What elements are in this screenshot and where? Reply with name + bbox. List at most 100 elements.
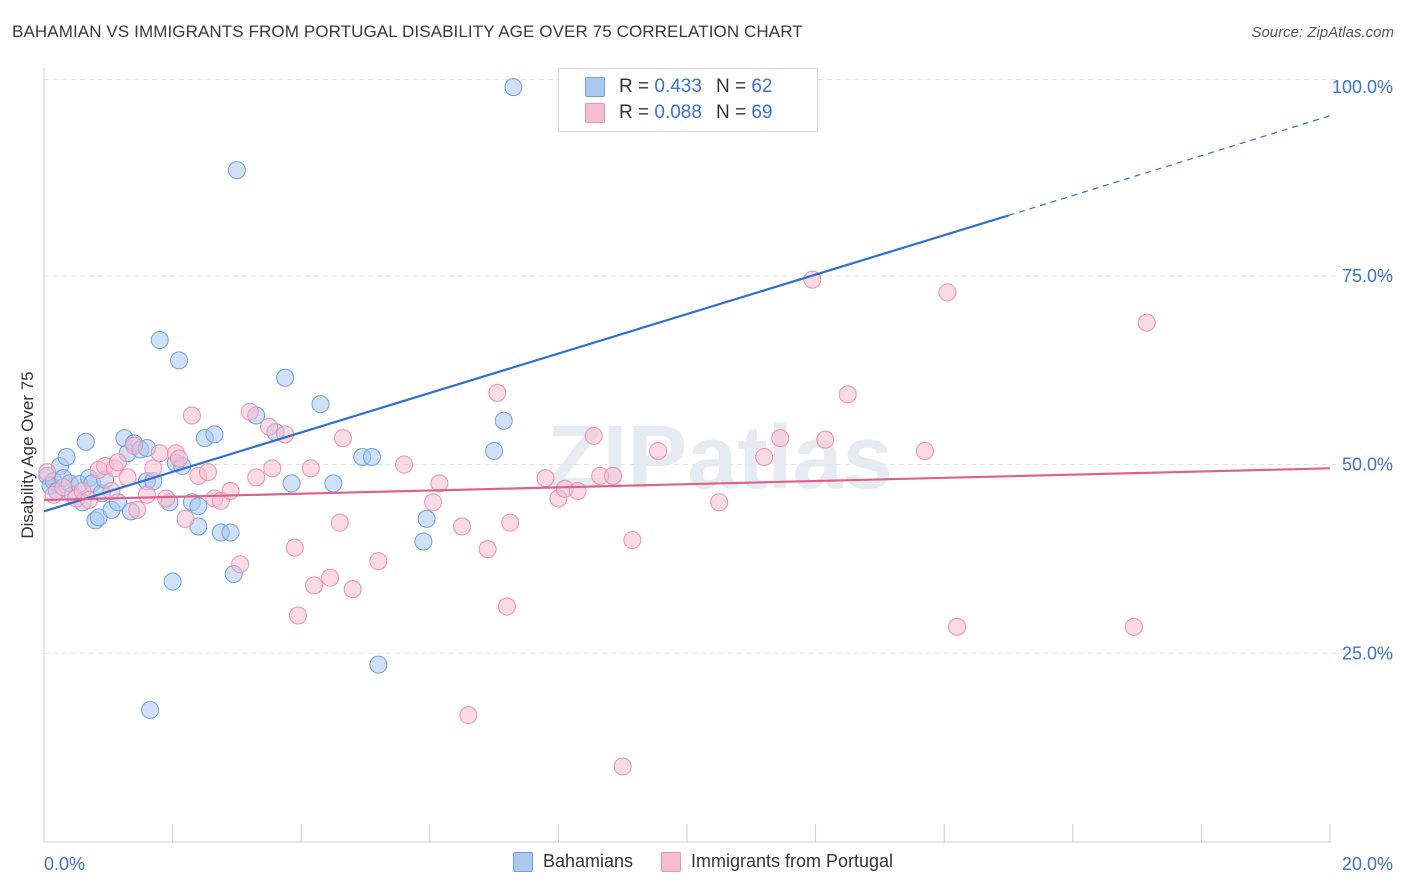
portugal-point	[1124, 617, 1143, 636]
x-tick-label: 0.0%	[44, 854, 85, 874]
portugal-point	[301, 459, 320, 478]
portugal-point	[137, 485, 156, 504]
bahamians-point	[282, 474, 301, 493]
portugal-point	[321, 568, 340, 587]
axis-layer	[43, 68, 1331, 843]
portugal-point	[478, 540, 497, 559]
bahamians-point	[494, 411, 513, 430]
portugal-point	[150, 444, 169, 463]
portugal-point	[710, 493, 729, 512]
portugal-point	[247, 468, 266, 487]
portugal-point	[488, 383, 507, 402]
portugal-point	[816, 430, 835, 449]
portugal-point	[369, 552, 388, 571]
bahamians-point	[417, 509, 436, 528]
n-label: N =	[715, 76, 747, 97]
bahamians-point	[221, 523, 240, 542]
bahamians-point	[324, 474, 343, 493]
bahamians-point	[485, 441, 504, 460]
portugal-point	[157, 489, 176, 508]
legend-label-bahamians: Bahamians	[542, 851, 633, 871]
trend-layer	[43, 115, 1331, 513]
y-axis-label: Disability Age Over 75	[18, 371, 37, 539]
portugal-point	[948, 617, 967, 636]
bahamians-point	[163, 572, 182, 591]
portugal-point	[584, 426, 603, 445]
portugal-point	[459, 706, 478, 725]
points-layer	[38, 78, 1156, 776]
bahamians-trend-extension	[1008, 115, 1331, 217]
portugal-point	[395, 455, 414, 474]
bahamians-point	[150, 330, 169, 349]
stats-legend-row-bahamians: R = 0.433 N = 62	[585, 75, 772, 99]
portugal-point	[170, 449, 189, 468]
portugal-point	[125, 436, 144, 455]
portugal-point	[536, 469, 555, 488]
bahamians-point	[227, 161, 246, 180]
x-tick-label: 20.0%	[1342, 854, 1393, 874]
portugal-trend-line	[43, 467, 1331, 502]
source-credit: Source: ZipAtlas.com	[1251, 24, 1394, 41]
bahamians-point	[141, 700, 160, 719]
portugal-point	[221, 481, 240, 500]
portugal-point	[288, 606, 307, 625]
portugal-point	[938, 283, 957, 302]
portugal-point	[424, 493, 443, 512]
portugal-swatch	[585, 103, 605, 123]
portugal-point	[330, 513, 349, 532]
portugal-point	[430, 474, 449, 493]
portugal-point	[333, 429, 352, 448]
bahamians-legend-swatch	[512, 851, 533, 872]
r-label: R =	[619, 76, 650, 97]
portugal-point	[915, 441, 934, 460]
portugal-point	[176, 509, 195, 528]
bahamians-point	[362, 448, 381, 466]
bahamians-point	[170, 351, 189, 370]
r-label: R =	[619, 102, 650, 123]
portugal-point	[501, 513, 520, 532]
portugal-point	[128, 500, 147, 519]
bahamians-point	[311, 395, 330, 414]
portugal-point	[144, 459, 163, 478]
y-tick-label: 25.0%	[1342, 643, 1393, 663]
bahamians-point	[504, 78, 523, 97]
chart-title: BAHAMIAN VS IMMIGRANTS FROM PORTUGAL DIS…	[12, 22, 803, 41]
portugal-legend-swatch	[661, 851, 681, 872]
portugal-point	[198, 463, 217, 482]
portugal-point	[568, 481, 587, 500]
legend-item-portugal[interactable]: Immigrants from Portugal	[661, 851, 893, 872]
portugal-point	[108, 453, 127, 472]
portugal-point	[649, 441, 668, 460]
bahamians-point	[369, 655, 388, 674]
tick-layer: 25.0% 50.0% 75.0% 100.0% 0.0% 20.0%	[44, 77, 1393, 874]
portugal-point	[182, 406, 201, 425]
portugal-point	[231, 555, 250, 574]
portugal-point	[771, 429, 790, 448]
bahamians-trend-line	[43, 214, 1009, 513]
portugal-point	[452, 517, 471, 536]
legend-item-bahamians[interactable]: Bahamians	[512, 851, 633, 872]
bahamians-point	[205, 425, 224, 444]
portugal-point	[38, 463, 57, 482]
bahamians-point	[57, 448, 76, 466]
n-value-portugal: 69	[751, 102, 773, 123]
portugal-point	[838, 385, 857, 404]
y-tick-label: 75.0%	[1342, 266, 1393, 286]
portugal-point	[285, 538, 304, 557]
portugal-point	[1137, 313, 1156, 332]
portugal-point	[755, 448, 774, 466]
portugal-point	[240, 402, 259, 421]
series-legend: Bahamians Immigrants from Portugal	[0, 851, 1406, 872]
n-value-bahamians: 62	[751, 76, 773, 97]
bahamians-point	[414, 532, 433, 551]
stats-legend: R = 0.433 N = 62 R = 0.088 N = 69	[558, 68, 818, 132]
stats-legend-row-portugal: R = 0.088 N = 69	[585, 101, 772, 125]
portugal-point	[623, 531, 642, 550]
bahamians-point	[276, 368, 295, 387]
bahamians-swatch	[585, 77, 605, 97]
bahamians-point	[189, 497, 208, 516]
r-value-portugal: 0.088	[654, 102, 702, 123]
n-label: N =	[715, 102, 747, 123]
watermark: ZIPatlas	[547, 408, 892, 508]
